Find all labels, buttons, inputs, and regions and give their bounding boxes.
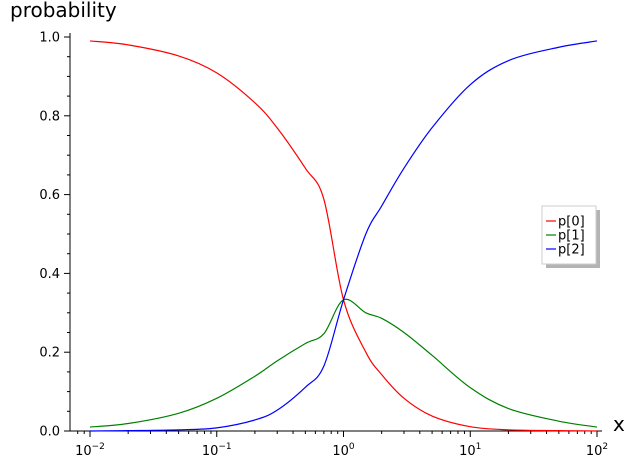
y-ticks: 0.0 0.2 0.4 0.6 0.8 1.0 — [39, 31, 70, 440]
y-tick-label: 0.8 — [39, 109, 60, 124]
y-tick-label: 0.0 — [39, 425, 60, 440]
legend-label: p[0] — [558, 215, 585, 230]
y-axis-label: probability — [10, 0, 117, 22]
series-line-p1 — [89, 298, 598, 428]
x-tick-label: 101 — [459, 442, 481, 459]
x-tick-label: 100 — [332, 442, 355, 459]
plot-curves — [89, 40, 598, 432]
y-tick-label: 0.2 — [39, 346, 60, 361]
y-tick-label: 1.0 — [39, 31, 60, 46]
axes — [69, 33, 602, 432]
y-tick-label: 0.6 — [39, 188, 60, 203]
legend: p[0]p[1]p[2] — [541, 205, 600, 268]
x-tick-label: 10−1 — [202, 442, 232, 459]
y-tick-label: 0.4 — [39, 267, 60, 282]
x-axis-label: x — [613, 412, 625, 436]
legend-label: p[2] — [558, 243, 585, 258]
legend-label: p[1] — [558, 229, 585, 244]
series-line-p0 — [89, 40, 598, 432]
series-line-p2 — [89, 40, 598, 432]
x-tick-label: 102 — [586, 442, 608, 459]
x-ticks: 10−2 10−1 100 101 102 — [75, 431, 608, 459]
x-tick-label: 10−2 — [75, 442, 105, 459]
